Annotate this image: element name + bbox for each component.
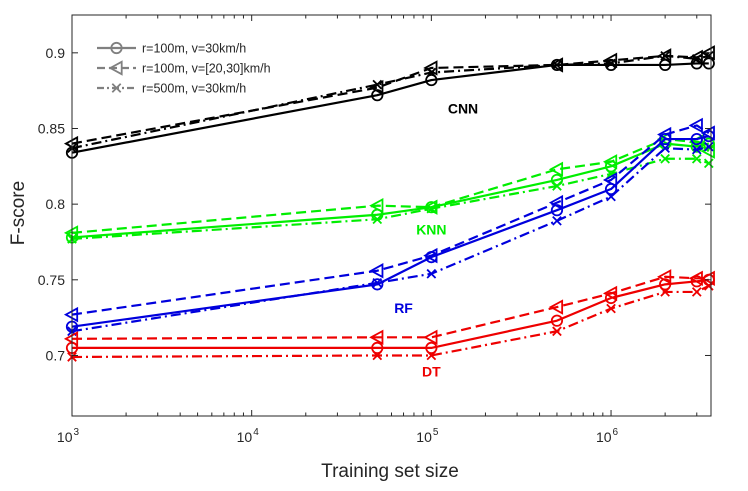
data-point-knn-2-4	[548, 161, 564, 178]
legend-label-1: r=100m, v=30km/h	[142, 42, 246, 56]
data-point-cnn-2-4	[548, 57, 564, 73]
data-point-knn-3-2	[372, 214, 383, 225]
y-tick-label: 0.7	[46, 347, 66, 363]
data-point-rf-2-2	[369, 263, 384, 279]
data-point-cnn-3-7	[691, 54, 702, 64]
x-tick-exponent: 6	[613, 427, 619, 438]
x-tick-exponent: 4	[253, 427, 259, 438]
data-point-dt-2-3	[423, 329, 438, 346]
legend-label-3: r=500m, v=30km/h	[142, 82, 246, 96]
data-point-dt-2-6	[657, 269, 672, 285]
series-line-rf-3	[71, 145, 710, 333]
data-point-knn-3-4	[552, 181, 562, 191]
data-point-dt-3-3	[426, 350, 437, 361]
data-point-dt-2-2	[369, 329, 384, 346]
group-label-cnn: CNN	[448, 100, 478, 116]
data-point-dt-1-3	[425, 341, 438, 355]
group-label-dt: DT	[422, 364, 441, 380]
data-point-dt-3-7	[691, 287, 702, 297]
data-point-dt-3-8	[703, 281, 714, 291]
data-point-dt-1-2	[371, 341, 384, 355]
series-line-cnn-3	[71, 54, 710, 150]
data-point-rf-2-6	[657, 126, 672, 143]
data-point-dt-3-6	[660, 287, 670, 297]
group-rf	[63, 117, 715, 337]
series-line-knn-3	[71, 157, 710, 241]
data-point-rf-2-3	[423, 247, 438, 264]
data-point-cnn-3-2	[372, 79, 383, 90]
data-point-dt-3-5	[606, 303, 616, 314]
series-line-cnn-2	[71, 51, 710, 145]
data-point-knn-3-6	[660, 153, 670, 164]
legend-marker-3	[111, 83, 122, 93]
data-point-knn-3-7	[691, 153, 702, 164]
data-point-rf-3-8	[703, 141, 714, 152]
legend-marker-2	[108, 60, 123, 76]
group-labels: CNN KNN RF DT	[394, 100, 478, 379]
y-tick-label: 0.85	[38, 120, 65, 136]
data-point-cnn-3-4	[552, 60, 562, 70]
data-point-knn-2-2	[369, 197, 384, 214]
data-point-cnn-3-5	[606, 58, 616, 69]
legend: r=100m, v=30km/h r=100m, v=[20,30]km/h r=5…	[97, 42, 271, 96]
y-tick-label: 0.75	[38, 272, 65, 288]
data-point-knn-2-5	[602, 154, 618, 170]
data-point-cnn-1-3	[425, 73, 438, 87]
legend-label-2: r=100m, v=[20,30]km/h	[142, 62, 271, 76]
group-label-knn: KNN	[416, 221, 446, 237]
data-point-dt-3-4	[552, 326, 562, 337]
group-cnn	[63, 45, 715, 159]
data-point-rf-3-5	[606, 191, 616, 202]
series-line-dt-2	[71, 275, 709, 340]
x-tick-exponent: 3	[74, 427, 80, 438]
data-point-cnn-3-6	[660, 51, 670, 61]
data-point-dt-2-5	[602, 285, 618, 302]
x-tick-exponent: 5	[433, 427, 439, 438]
y-axis-title: F-score	[8, 181, 29, 245]
data-point-rf-3-2	[372, 278, 383, 288]
data-point-rf-1-7	[690, 132, 703, 146]
legend-marker-1	[110, 41, 123, 55]
data-point-rf-3-6	[660, 143, 670, 153]
data-point-rf-3-7	[691, 144, 702, 155]
data-point-dt-2-8	[700, 270, 715, 287]
series-line-rf-2	[71, 124, 710, 316]
group-label-rf: RF	[394, 300, 413, 316]
data-point-knn-3-8	[703, 158, 714, 169]
data-point-rf-2-8	[700, 125, 715, 141]
data-point-rf-2-5	[602, 172, 618, 188]
data-point-dt-3-2	[372, 350, 383, 361]
y-tick-label: 0.8	[46, 196, 66, 212]
data-point-rf-3-3	[426, 268, 437, 279]
y-tick-label: 0.9	[46, 45, 66, 61]
x-axis-title: Training set size	[321, 461, 459, 482]
data-point-rf-3-4	[552, 215, 562, 226]
data-point-dt-2-4	[548, 299, 564, 315]
data-point-dt-1-4	[550, 314, 564, 327]
data-point-rf-2-4	[548, 194, 564, 211]
data-point-knn-3-3	[426, 203, 437, 214]
data-point-cnn-1-8	[702, 57, 715, 70]
series-line-dt-3	[71, 284, 710, 359]
data-point-cnn-3-3	[426, 67, 437, 78]
data-point-rf-2-7	[688, 117, 703, 134]
